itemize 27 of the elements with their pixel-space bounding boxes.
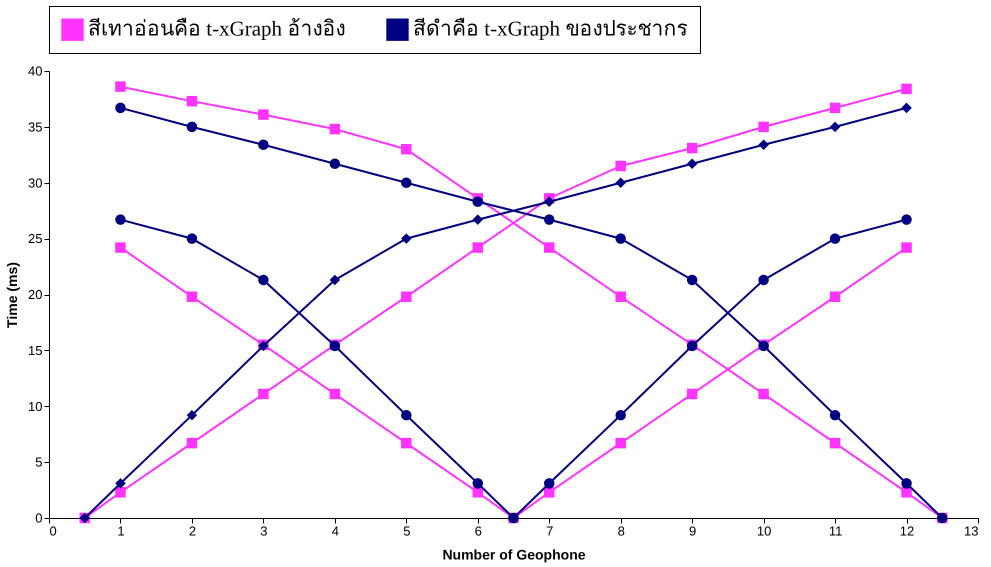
x-tick-label: 5: [403, 524, 410, 538]
y-tick-label: 5: [35, 454, 42, 470]
legend-label: สีเทาอ่อนคือ t-xGraph อ้างอิง: [88, 16, 346, 41]
y-tick-label: 15: [28, 342, 42, 358]
x-tick-label: 9: [689, 524, 696, 538]
x-tick-label: 4: [332, 524, 339, 538]
x-tick-label: 7: [546, 524, 554, 538]
x-tick-label: 8: [618, 524, 625, 538]
y-tick-label: 20: [28, 287, 42, 302]
y-tick-label: 25: [28, 231, 42, 246]
y-tick-label: 35: [28, 119, 42, 134]
x-tick-label: 6: [474, 524, 482, 538]
y-axis-title: Time (ms): [4, 262, 20, 328]
x-tick-label: 1: [117, 524, 125, 538]
y-tick-label: 10: [28, 398, 42, 414]
x-tick-label: 11: [828, 524, 842, 538]
y-tick-label: 0: [35, 510, 42, 526]
x-tick-label: 2: [188, 524, 196, 538]
y-tick-label: 40: [28, 64, 42, 78]
x-tick-label: 12: [900, 524, 914, 538]
legend-label: สีดำคือ t-xGraph ของประชากร: [413, 16, 688, 41]
x-axis-title: Number of Geophone: [442, 546, 586, 562]
x-tick-label: 13: [964, 524, 978, 538]
y-tick-label: 30: [28, 175, 42, 190]
x-tick-label: 0: [50, 524, 57, 538]
x-tick-label: 10: [756, 524, 772, 538]
x-tick-label: 3: [260, 524, 268, 538]
